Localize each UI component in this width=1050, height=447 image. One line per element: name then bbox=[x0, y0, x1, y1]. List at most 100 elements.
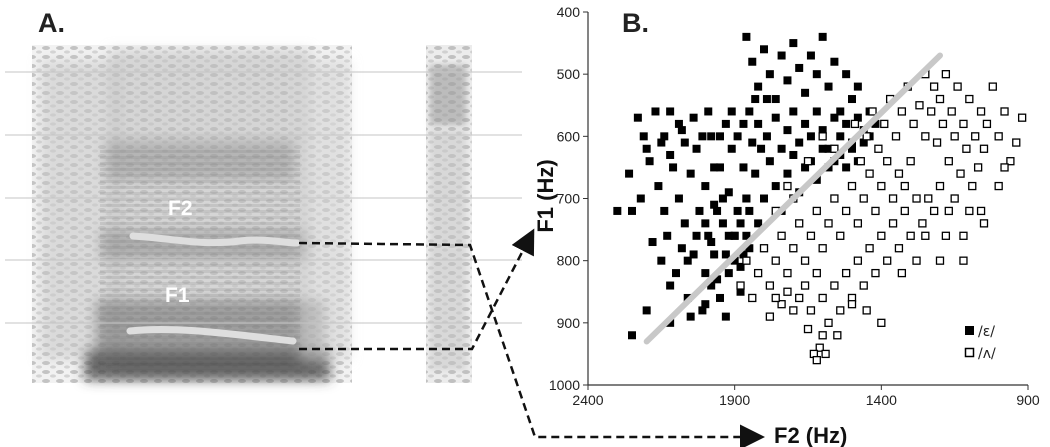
point-epsilon bbox=[736, 219, 745, 228]
point-epsilon bbox=[628, 331, 636, 340]
point-wedge bbox=[806, 306, 816, 315]
point-epsilon bbox=[795, 63, 804, 72]
point-wedge bbox=[880, 119, 889, 129]
y-tick-label: 800 bbox=[557, 253, 581, 269]
point-wedge bbox=[906, 231, 915, 240]
point-epsilon bbox=[842, 163, 851, 172]
point-wedge bbox=[927, 107, 936, 116]
point-wedge bbox=[812, 268, 821, 278]
point-epsilon bbox=[672, 269, 680, 278]
point-epsilon bbox=[836, 132, 845, 141]
point-epsilon bbox=[742, 231, 751, 240]
point-epsilon bbox=[748, 138, 757, 147]
point-epsilon bbox=[818, 32, 827, 41]
category-boundary-line bbox=[643, 52, 943, 345]
point-epsilon bbox=[754, 119, 763, 128]
point-wedge bbox=[909, 119, 918, 129]
point-wedge bbox=[959, 119, 968, 129]
point-epsilon bbox=[639, 132, 648, 141]
point-wedge bbox=[929, 206, 939, 216]
series-epsilon bbox=[613, 32, 880, 340]
point-epsilon bbox=[760, 45, 768, 54]
point-epsilon bbox=[754, 82, 763, 91]
point-epsilon bbox=[701, 219, 710, 228]
point-epsilon bbox=[760, 194, 768, 203]
point-epsilon bbox=[683, 256, 692, 265]
point-wedge bbox=[877, 231, 886, 240]
point-wedge bbox=[824, 219, 833, 228]
f1-label: F1 bbox=[165, 284, 190, 307]
point-wedge bbox=[868, 107, 877, 116]
point-epsilon bbox=[718, 194, 727, 203]
f1-formant-track bbox=[126, 325, 297, 345]
point-epsilon bbox=[742, 194, 751, 203]
point-wedge bbox=[912, 194, 921, 203]
point-wedge bbox=[859, 194, 868, 203]
connector-arrows bbox=[298, 228, 765, 447]
legend-marker-wedge bbox=[964, 347, 975, 358]
point-wedge bbox=[976, 107, 986, 116]
point-epsilon bbox=[848, 95, 856, 104]
panel-b-label: B. bbox=[622, 8, 649, 38]
point-epsilon bbox=[783, 169, 792, 178]
point-wedge bbox=[1017, 113, 1027, 122]
point-wedge bbox=[789, 306, 798, 315]
point-epsilon bbox=[666, 107, 675, 116]
point-epsilon bbox=[636, 194, 645, 203]
point-epsilon bbox=[795, 138, 804, 147]
point-epsilon bbox=[739, 163, 748, 172]
y-tick-label: 900 bbox=[557, 315, 581, 331]
point-wedge bbox=[783, 181, 792, 191]
point-wedge bbox=[856, 157, 865, 166]
x-tick-label: 1400 bbox=[866, 392, 897, 408]
point-epsilon bbox=[704, 107, 713, 116]
panel-a-label: A. bbox=[38, 8, 65, 38]
point-wedge bbox=[803, 157, 813, 166]
point-wedge bbox=[836, 231, 845, 240]
point-wedge bbox=[929, 82, 939, 91]
point-epsilon bbox=[701, 269, 710, 278]
point-wedge bbox=[947, 107, 956, 116]
point-wedge bbox=[941, 70, 951, 79]
legend: /ɛ/ /ʌ/ bbox=[964, 324, 996, 362]
point-epsilon bbox=[836, 107, 845, 116]
point-wedge bbox=[771, 256, 780, 265]
point-wedge bbox=[736, 281, 745, 290]
point-epsilon bbox=[789, 107, 798, 116]
point-epsilon bbox=[789, 150, 798, 159]
point-epsilon bbox=[771, 113, 780, 122]
point-wedge bbox=[777, 300, 786, 309]
point-epsilon bbox=[762, 95, 771, 104]
point-wedge bbox=[912, 256, 921, 265]
point-wedge bbox=[871, 206, 880, 216]
point-wedge bbox=[883, 157, 892, 166]
point-epsilon bbox=[689, 113, 698, 122]
point-wedge bbox=[968, 181, 977, 191]
point-epsilon bbox=[628, 206, 636, 215]
point-wedge bbox=[753, 268, 763, 278]
point-wedge bbox=[874, 144, 883, 153]
point-wedge bbox=[935, 256, 945, 265]
point-wedge bbox=[850, 119, 860, 129]
point-epsilon bbox=[716, 163, 724, 172]
point-epsilon bbox=[695, 206, 704, 215]
point-wedge bbox=[894, 169, 904, 178]
point-epsilon bbox=[751, 95, 760, 104]
point-wedge bbox=[1012, 138, 1021, 147]
point-wedge bbox=[783, 268, 792, 278]
point-epsilon bbox=[777, 51, 786, 60]
point-wedge bbox=[938, 119, 948, 129]
f1-arrow bbox=[299, 228, 535, 351]
x-tick-label: 900 bbox=[1016, 392, 1040, 408]
point-wedge bbox=[921, 231, 930, 240]
point-epsilon bbox=[663, 231, 672, 240]
point-wedge bbox=[853, 219, 863, 228]
point-epsilon bbox=[666, 281, 675, 290]
point-wedge bbox=[950, 132, 959, 141]
point-wedge bbox=[841, 206, 851, 216]
point-wedge bbox=[859, 281, 868, 290]
point-epsilon bbox=[633, 113, 642, 122]
point-epsilon bbox=[757, 144, 766, 153]
point-wedge bbox=[900, 181, 909, 191]
point-epsilon bbox=[748, 57, 757, 66]
